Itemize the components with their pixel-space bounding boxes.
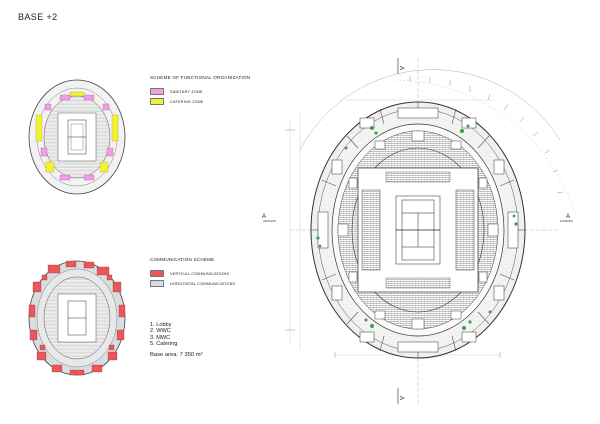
functional-plan bbox=[28, 79, 126, 195]
vertical-label: VERTICAL COMMUNICATIONS bbox=[170, 271, 230, 276]
horizontal-label: HORIZONTAL COMMUNICATIONS bbox=[170, 281, 236, 286]
catering-zones bbox=[35, 91, 119, 173]
vertical-swatch bbox=[150, 270, 164, 277]
legend-catering: CATERING ZONE bbox=[150, 98, 204, 105]
horizontal-swatch bbox=[150, 280, 164, 287]
base-area: Base area: 7 350 m² bbox=[150, 352, 203, 358]
key-item: 3. MWC bbox=[150, 334, 171, 341]
sanitary-label: SANITARY ZONE bbox=[170, 89, 203, 94]
communication-legend: VERTICAL COMMUNICATIONS HORIZONTAL COMMU… bbox=[150, 270, 235, 287]
page-title: BASE +2 bbox=[18, 12, 58, 22]
section-markers: A A A A bbox=[262, 58, 573, 404]
key-item: 5. Catering bbox=[150, 341, 178, 348]
communication-scheme-heading: COMMUNICATION SCHEME bbox=[150, 257, 215, 262]
dimension-ticks bbox=[285, 76, 564, 358]
tree-icons bbox=[316, 124, 518, 330]
legend-horizontal: HORIZONTAL COMMUNICATIONS bbox=[150, 280, 235, 287]
main-floor-plan: A A A A bbox=[262, 58, 576, 405]
section-mark-right: A bbox=[566, 214, 570, 220]
sanitary-zones bbox=[40, 94, 114, 181]
legend-vertical: VERTICAL COMMUNICATIONS bbox=[150, 270, 235, 277]
vomitories bbox=[337, 130, 499, 330]
functional-scheme-heading: SCHEME OF FUNCTIONAL ORGANIZATION bbox=[150, 75, 251, 80]
ring-rooms bbox=[317, 107, 519, 353]
key-item: 1. Lobby bbox=[150, 322, 172, 328]
key-item: 2. WWC bbox=[150, 328, 171, 335]
section-mark-bottom: A bbox=[398, 396, 404, 400]
room-key: 1. Lobby 2. WWC 3. MWC 5. Catering bbox=[150, 322, 177, 348]
communication-plan bbox=[28, 260, 126, 376]
tennis-court bbox=[395, 195, 441, 265]
functional-legend: SANITARY ZONE CATERING ZONE bbox=[150, 88, 204, 105]
section-mark-left: A bbox=[262, 214, 266, 220]
legend-sanitary: SANITARY ZONE bbox=[150, 88, 204, 95]
catering-swatch bbox=[150, 98, 164, 105]
radial-walls bbox=[311, 102, 525, 358]
vertical-communications bbox=[28, 260, 126, 376]
section-mark-top: A bbox=[398, 66, 404, 70]
sanitary-swatch bbox=[150, 88, 164, 95]
catering-label: CATERING ZONE bbox=[170, 99, 204, 104]
